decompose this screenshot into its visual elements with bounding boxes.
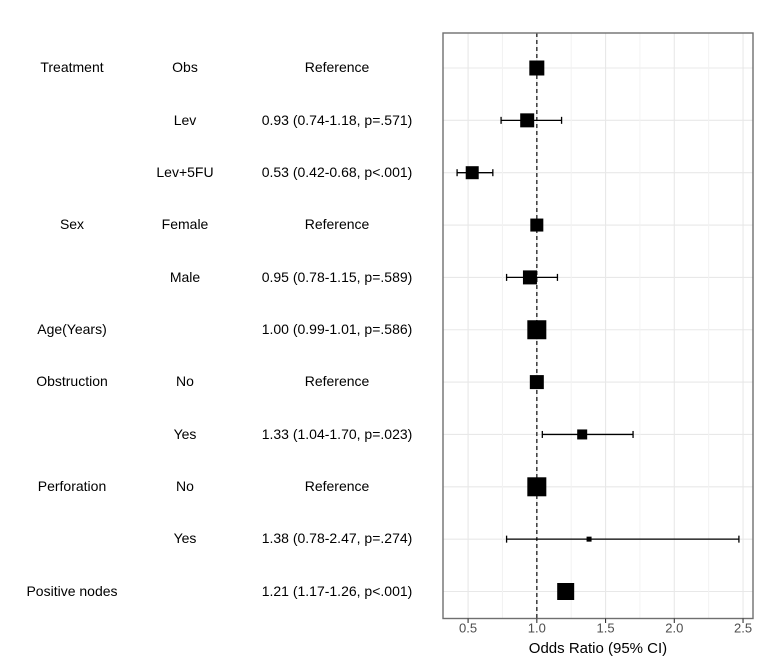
x-tick-label: 1.0 — [528, 621, 546, 636]
x-axis: 0.5 1.0 1.5 2.0 2.5 — [459, 618, 752, 636]
x-tick-label: 2.0 — [665, 621, 683, 636]
forest-row-labels: Sex Female Reference — [0, 199, 448, 251]
forest-row-labels: Perforation No Reference — [0, 461, 448, 513]
forest-row-labels: Male 0.95 (0.78-1.15, p=.589) — [0, 251, 448, 303]
or-point-marker — [527, 320, 547, 340]
row-estimate-label: 1.00 (0.99-1.01, p=.586) — [261, 320, 413, 337]
grid-lines — [443, 33, 753, 619]
row-term-label: Obstruction — [36, 373, 108, 390]
row-estimate-label: 0.53 (0.42-0.68, p<.001) — [261, 163, 413, 180]
forest-row-labels: Obstruction No Reference — [0, 356, 448, 408]
row-term-label: Positive nodes — [26, 582, 118, 599]
row-level-label: No — [176, 478, 194, 495]
row-term-label: Age(Years) — [37, 320, 107, 337]
confidence-interval — [505, 535, 740, 543]
row-level-label: Obs — [172, 59, 198, 76]
row-level-label: No — [176, 373, 194, 390]
row-level-label: Lev — [173, 111, 197, 128]
row-level-label: Lev+5FU — [156, 163, 214, 180]
row-estimate-label: Reference — [304, 373, 370, 390]
row-estimate-label: 1.21 (1.17-1.26, p<.001) — [261, 582, 413, 599]
x-tick-label: 0.5 — [459, 621, 477, 636]
row-term-label: Treatment — [40, 59, 104, 76]
row-estimate-label: 1.33 (1.04-1.70, p=.023) — [261, 425, 413, 442]
label-table: Treatment Obs Reference Lev 0.93 (0.74-1.18,… — [0, 42, 448, 618]
row-term-label: Perforation — [37, 478, 107, 495]
x-tick-label: 2.5 — [734, 621, 752, 636]
row-estimate-label: Reference — [304, 478, 370, 495]
forest-rows — [456, 60, 740, 600]
or-point-marker — [529, 60, 545, 76]
or-point-marker — [557, 583, 575, 600]
row-level-label: Male — [169, 268, 201, 285]
row-estimate-label: 0.95 (0.78-1.15, p=.589) — [261, 268, 413, 285]
or-point-marker — [522, 270, 537, 285]
row-estimate-label: 1.38 (0.78-2.47, p=.274) — [261, 530, 413, 547]
panel-border — [442, 32, 754, 620]
or-point-marker — [586, 536, 592, 542]
row-estimate-label: 0.93 (0.74-1.18, p=.571) — [261, 111, 413, 128]
or-point-marker — [527, 477, 547, 497]
x-tick-label: 1.5 — [597, 621, 615, 636]
forest-row-labels: Yes 1.38 (0.78-2.47, p=.274) — [0, 513, 448, 565]
forest-row-labels: Treatment Obs Reference — [0, 42, 448, 94]
row-level-label: Female — [161, 216, 209, 233]
forest-row-labels: Positive nodes 1.21 (1.17-1.26, p<.001) — [0, 565, 448, 617]
row-level-label: Yes — [173, 425, 197, 442]
or-point-marker — [465, 166, 479, 180]
forest-row-labels: Age(Years) 1.00 (0.99-1.01, p=.586) — [0, 304, 448, 356]
x-axis-title: Odds Ratio (95% CI) — [528, 640, 668, 657]
confidence-interval — [541, 430, 634, 438]
forest-row-labels: Lev 0.93 (0.74-1.18, p=.571) — [0, 94, 448, 146]
or-point-marker — [520, 113, 535, 128]
row-estimate-label: Reference — [304, 59, 370, 76]
row-estimate-label: Reference — [304, 216, 370, 233]
row-term-label: Sex — [59, 216, 85, 233]
or-point-marker — [577, 429, 588, 440]
or-point-marker — [530, 218, 544, 232]
forest-row-labels: Yes 1.33 (1.04-1.70, p=.023) — [0, 408, 448, 460]
or-point-marker — [529, 375, 544, 390]
forest-row-labels: Lev+5FU 0.53 (0.42-0.68, p<.001) — [0, 146, 448, 198]
row-level-label: Yes — [173, 530, 197, 547]
